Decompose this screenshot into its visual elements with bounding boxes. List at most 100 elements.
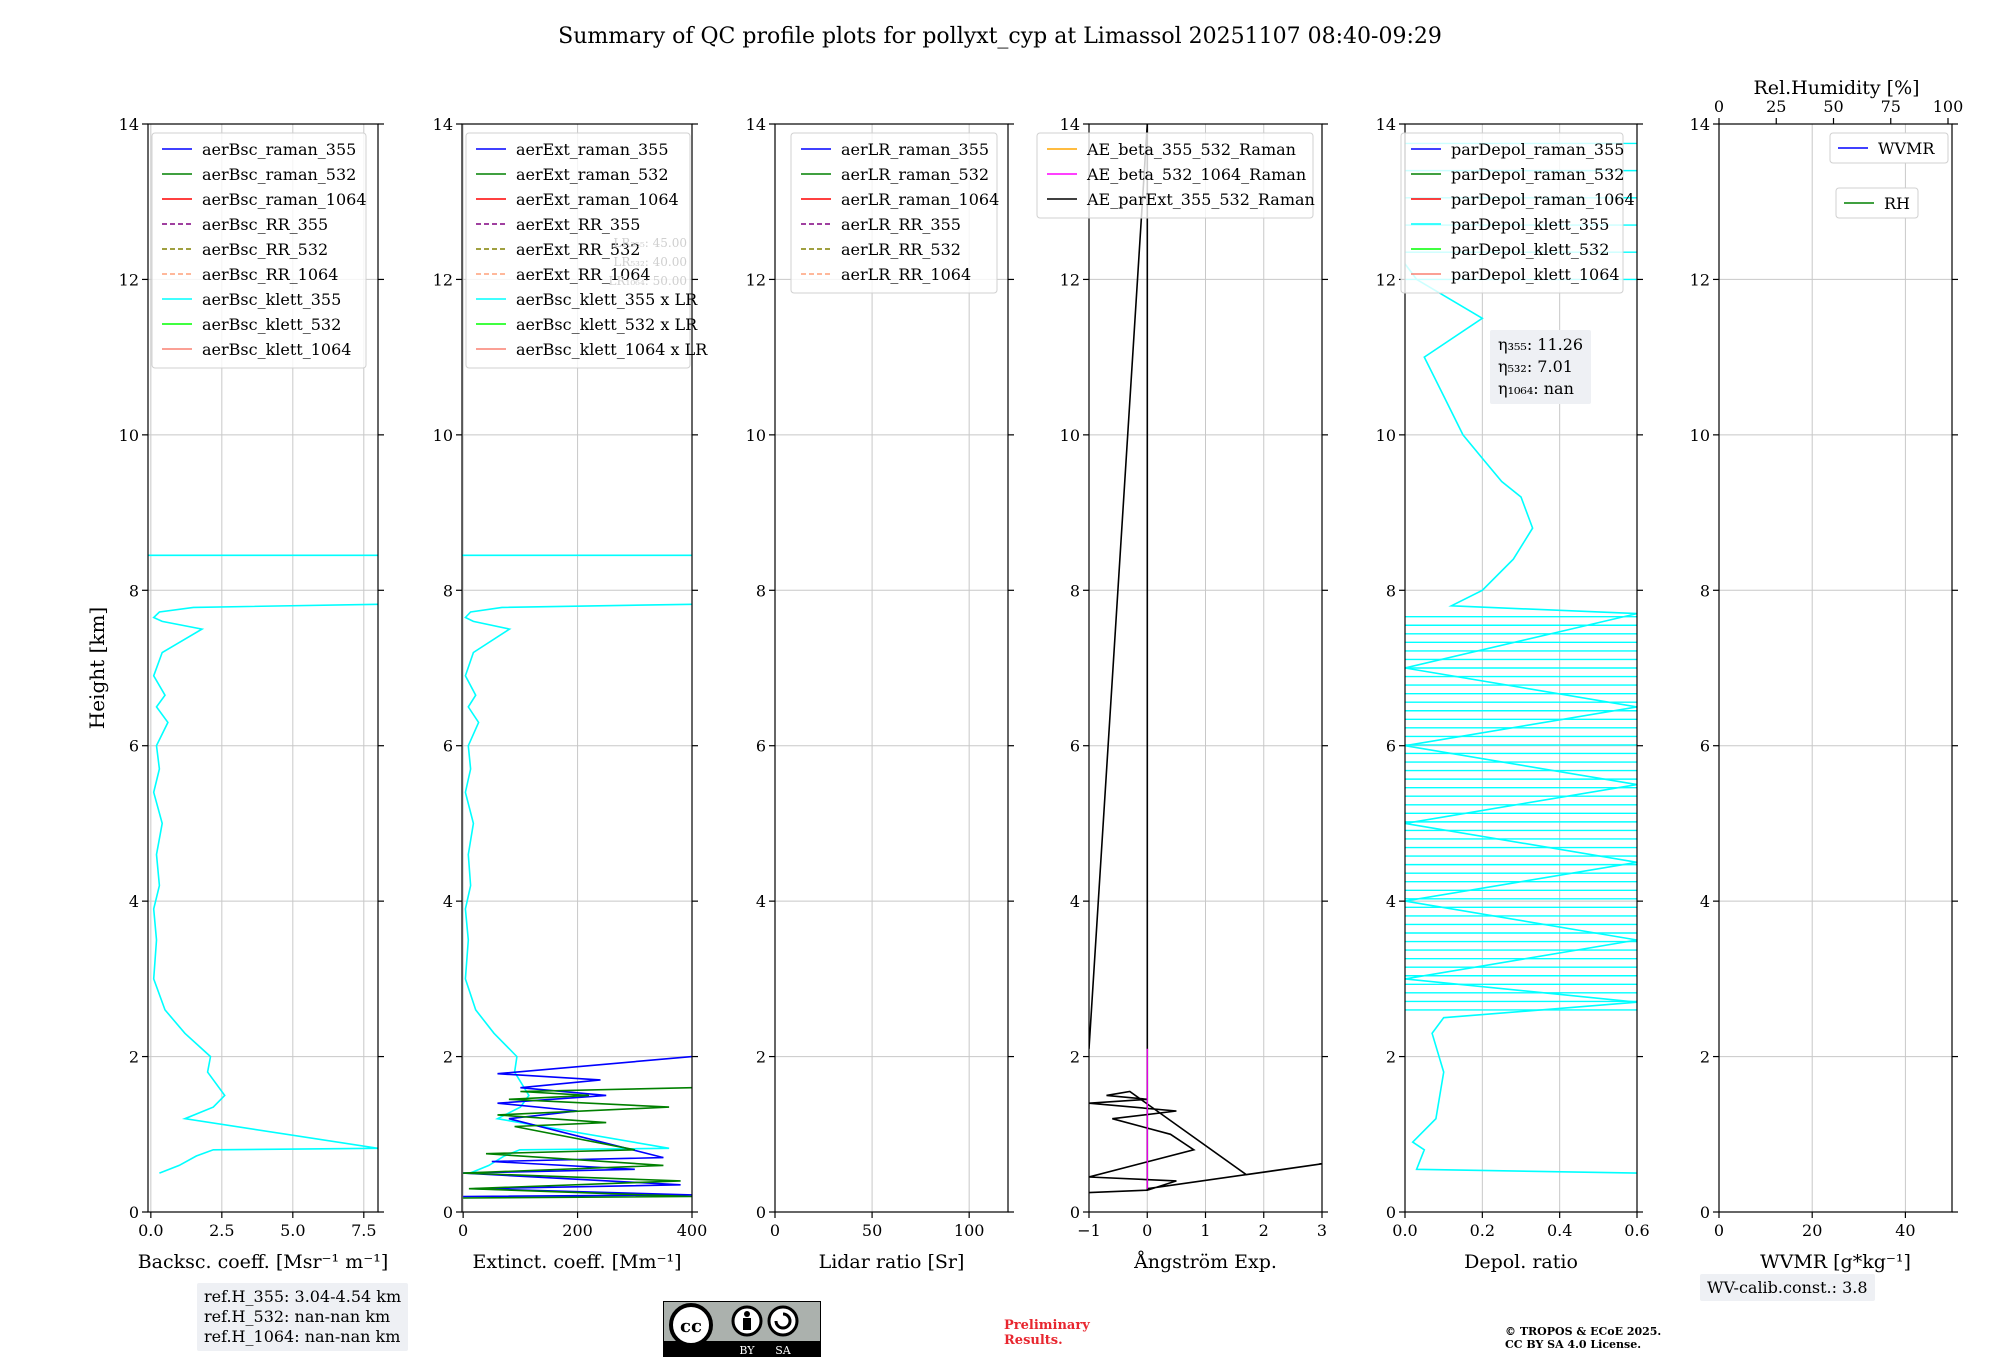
y-tick-label: 6: [756, 737, 766, 756]
series-line-parDepol_klett_355: [1405, 263, 1637, 1174]
sa-share-icon: [767, 1305, 799, 1337]
y-tick-label: 6: [443, 737, 453, 756]
legend-label-aerExt_raman_355: aerExt_raman_355: [516, 140, 669, 159]
legend-label-aerBsc_klett_532: aerBsc_klett_532: [202, 315, 341, 334]
cc-license-badge: cc BY SA: [663, 1301, 821, 1357]
ref-height-532: ref.H_532: nan-nan km: [204, 1307, 391, 1326]
y-tick-label: 2: [129, 1048, 139, 1067]
panel-bsc: 0 2 4 6 8 10 12 14 0.0 2.5 5.0 7.5 Backsc. coeff. [M…: [85, 115, 388, 1273]
y-tick-label: 0: [756, 1203, 766, 1222]
legend-label-AE_beta_532_1064_Raman: AE_beta_532_1064_Raman: [1086, 165, 1306, 184]
legend-label-aerBsc_raman_1064: aerBsc_raman_1064: [202, 190, 367, 209]
copyright-line-1: © TROPOS & ECoE 2025.: [1505, 1325, 1662, 1338]
top-x-axis-label: Rel.Humidity [%]: [1753, 77, 1919, 99]
x-tick-label: 2.5: [209, 1221, 234, 1240]
top-x-tick-label: 0: [1714, 97, 1724, 116]
y-tick-label: 14: [746, 115, 766, 134]
legend-label-aerExt_RR_355: aerExt_RR_355: [516, 215, 640, 234]
y-tick-label: 10: [1376, 426, 1396, 445]
preliminary-note: Preliminary Results.: [1004, 1318, 1090, 1348]
y-tick-label: 12: [119, 270, 139, 289]
panel-ext: 0 2 4 6 8 10 12 14 0 200 400 Extinct. coeff. [Mm⁻¹]…: [433, 115, 709, 1273]
x-tick-label: 0: [1142, 1221, 1152, 1240]
y-tick-label: 10: [1060, 426, 1080, 445]
y-tick-label: 12: [746, 270, 766, 289]
y-tick-label: 2: [756, 1048, 766, 1067]
preliminary-line-2: Results.: [1004, 1333, 1063, 1348]
y-tick-label: 12: [1060, 270, 1080, 289]
lr-note: LR₁₀₆₄: 50.00: [609, 274, 687, 288]
x-tick-label: 1: [1200, 1221, 1210, 1240]
top-x-tick-label: 50: [1823, 97, 1843, 116]
y-tick-label: 6: [1700, 737, 1710, 756]
legend-label-aerExt_raman_532: aerExt_raman_532: [516, 165, 669, 184]
y-tick-label: 0: [1386, 1203, 1396, 1222]
x-tick-label: 0: [1714, 1221, 1724, 1240]
y-tick-label: 14: [1376, 115, 1396, 134]
y-tick-label: 0: [129, 1203, 139, 1222]
eta-355: η₃₅₅: 11.26: [1498, 335, 1584, 354]
axes-frame: [1718, 123, 1953, 1213]
legend-label-aerBsc_klett_355 x LR: aerBsc_klett_355 x LR: [516, 290, 698, 309]
y-tick-label: 8: [1070, 581, 1080, 600]
legend-label-aerLR_RR_355: aerLR_RR_355: [841, 215, 961, 234]
x-tick-label: 100: [954, 1221, 985, 1240]
legend-label-parDepol_raman_355: parDepol_raman_355: [1451, 140, 1624, 159]
y-tick-label: 6: [129, 737, 139, 756]
y-tick-label: 2: [443, 1048, 453, 1067]
y-tick-label: 12: [433, 270, 453, 289]
eta-532: η₅₃₂: 7.01: [1498, 357, 1573, 376]
x-tick-label: 0.6: [1624, 1221, 1649, 1240]
lr-note: LR₃₅₅: 45.00: [613, 236, 687, 250]
legend-label-aerExt_RR_532: aerExt_RR_532: [516, 240, 640, 259]
lr-note: LR₅₃₂: 40.00: [613, 255, 687, 269]
eta-box: η₃₅₅: 11.26 η₅₃₂: 7.01 η₁₀₆₄: nan: [1490, 330, 1592, 404]
figure-title: Summary of QC profile plots for pollyxt_…: [558, 24, 1442, 49]
x-axis-label: WVMR [g*kg⁻¹]: [1760, 1251, 1911, 1273]
series-line-aerBsc_klett_355 x LR: [464, 603, 692, 1174]
x-axis-label: Depol. ratio: [1464, 1251, 1578, 1273]
legend-box: [151, 132, 367, 369]
y-tick-label: 6: [1386, 737, 1396, 756]
legend-label-aerBsc_raman_355: aerBsc_raman_355: [202, 140, 356, 159]
series-line-aerBsc_klett_355: [152, 603, 378, 1174]
legend-label-aerBsc_RR_532: aerBsc_RR_532: [202, 240, 328, 259]
reference-height-box: ref.H_355: 3.04-4.54 km ref.H_532: nan-n…: [197, 1283, 409, 1351]
legend-label-RH: RH: [1884, 194, 1910, 213]
x-tick-label: 2: [1259, 1221, 1269, 1240]
cc-logo-icon: [669, 1303, 713, 1347]
legend-box: [465, 132, 691, 369]
y-tick-label: 4: [756, 892, 766, 911]
y-tick-label: 14: [433, 115, 453, 134]
panel-lr: 0 2 4 6 8 10 12 14 0 50 100 Lidar ratio [Sr] aerLR_r…: [746, 115, 1014, 1273]
axes-frame: [1404, 123, 1638, 1213]
x-axis-label: Backsc. coeff. [Msr⁻¹ m⁻¹]: [138, 1251, 389, 1273]
y-tick-label: 14: [1060, 115, 1080, 134]
legend-label-aerBsc_raman_532: aerBsc_raman_532: [202, 165, 356, 184]
y-tick-label: 12: [1376, 270, 1396, 289]
ref-height-355: ref.H_355: 3.04-4.54 km: [204, 1287, 402, 1306]
legend-label-parDepol_raman_532: parDepol_raman_532: [1451, 165, 1624, 184]
legend-label-aerBsc_klett_532 x LR: aerBsc_klett_532 x LR: [516, 315, 698, 334]
legend-label-aerBsc_RR_1064: aerBsc_RR_1064: [202, 265, 338, 284]
x-tick-label: 7.5: [351, 1221, 376, 1240]
x-tick-label: 5.0: [280, 1221, 305, 1240]
legend-label-aerBsc_klett_355: aerBsc_klett_355: [202, 290, 341, 309]
y-tick-label: 2: [1700, 1048, 1710, 1067]
x-tick-label: −1: [1077, 1221, 1101, 1240]
y-tick-label: 8: [1386, 581, 1396, 600]
legend-box: [790, 132, 998, 294]
cc-logo-text: cc: [680, 1316, 702, 1337]
copyright-line-2: CC BY SA 4.0 License.: [1505, 1338, 1642, 1351]
y-tick-label: 8: [129, 581, 139, 600]
copyright-note: © TROPOS & ECoE 2025. CC BY SA 4.0 Licen…: [1505, 1325, 1661, 1351]
legend-label-aerBsc_RR_355: aerBsc_RR_355: [202, 215, 328, 234]
panel-dep: 0 2 4 6 8 10 12 14 0.0 0.2 0.4 0.6 Depol. ratio parDe…: [1376, 115, 1650, 1273]
y-tick-label: 12: [1690, 270, 1710, 289]
y-tick-label: 4: [1070, 892, 1080, 911]
legend-label-parDepol_klett_1064: parDepol_klett_1064: [1451, 265, 1620, 284]
x-tick-label: 0: [770, 1221, 780, 1240]
top-x-tick-label: 75: [1881, 97, 1901, 116]
